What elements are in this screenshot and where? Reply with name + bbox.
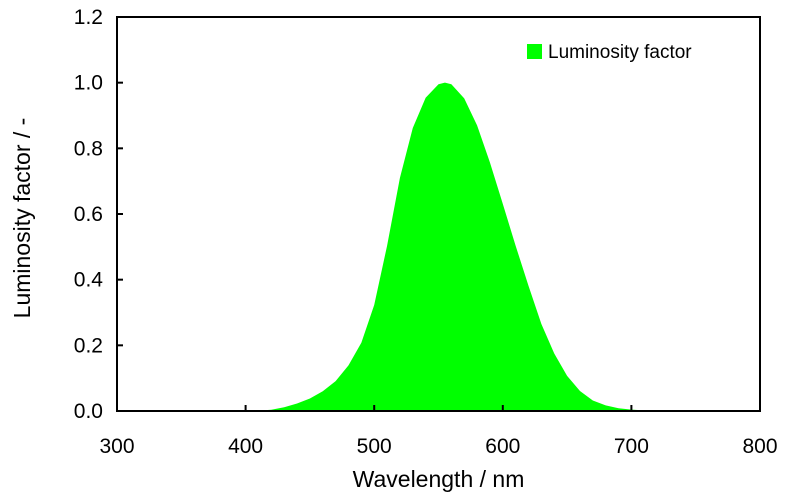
y-axis-title: Luminosity factor / -: [9, 118, 35, 319]
x-tick-label: 300: [99, 435, 134, 458]
plot-area: [219, 82, 735, 412]
legend-swatch: [527, 44, 542, 59]
x-tick-label: 400: [228, 435, 263, 458]
axes: 300 400 500 600 700 800 0.0 0.2 0.4 0.6 0.8 1.0 1.2: [74, 6, 778, 458]
series-area-0: [219, 82, 735, 412]
x-tick-label: 500: [357, 435, 392, 458]
y-tick-label: 0.2: [74, 334, 103, 357]
y-tick-label: 0.6: [74, 203, 103, 226]
y-tick-label: 0.8: [74, 137, 103, 160]
y-tick-label: 1.2: [74, 6, 103, 29]
x-tick-label: 700: [614, 435, 649, 458]
legend-label: Luminosity factor: [548, 42, 692, 63]
x-tick-label: 800: [742, 435, 777, 458]
y-tick-label: 0.4: [74, 269, 104, 292]
y-tick-label: 0.0: [74, 400, 103, 423]
x-tick-label: 600: [485, 435, 520, 458]
y-tick-label: 1.0: [74, 72, 103, 95]
legend: Luminosity factor: [527, 42, 692, 63]
x-axis-title: Wavelength / nm: [353, 466, 525, 492]
